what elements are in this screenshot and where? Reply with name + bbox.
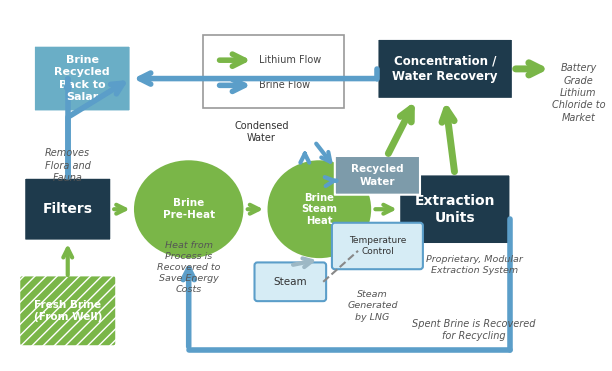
Text: Steam: Steam (274, 277, 307, 287)
Text: Condensed
Water: Condensed Water (234, 121, 288, 142)
FancyBboxPatch shape (24, 178, 111, 241)
FancyBboxPatch shape (19, 275, 117, 347)
FancyBboxPatch shape (399, 174, 510, 244)
Text: Brine
Recycled
Back to
Salar: Brine Recycled Back to Salar (54, 55, 110, 102)
Text: Recycled
Water: Recycled Water (351, 164, 404, 187)
Text: Spent Brine is Recovered
for Recycling: Spent Brine is Recovered for Recycling (412, 319, 536, 341)
Text: Temperature
Control: Temperature Control (349, 236, 406, 256)
Text: Brine Flow: Brine Flow (259, 81, 310, 91)
Text: Heat from
Process is
Recovered to
Save Energy
Costs: Heat from Process is Recovered to Save E… (157, 240, 220, 294)
Text: Removes
Flora and
Fauna: Removes Flora and Fauna (45, 148, 91, 183)
FancyBboxPatch shape (332, 223, 423, 269)
Text: Battery
Grade
Lithium
Chloride to
Market: Battery Grade Lithium Chloride to Market (551, 63, 605, 123)
Text: Steam
Generated
by LNG: Steam Generated by LNG (348, 290, 398, 322)
FancyBboxPatch shape (255, 262, 326, 301)
Text: Extraction
Units: Extraction Units (414, 194, 495, 225)
FancyBboxPatch shape (378, 39, 513, 99)
Text: Fresh Brine
(From Well): Fresh Brine (From Well) (34, 300, 102, 322)
Text: Concentration /
Water Recovery: Concentration / Water Recovery (392, 55, 498, 83)
FancyBboxPatch shape (34, 46, 130, 111)
Ellipse shape (266, 159, 373, 260)
Bar (203, 35, 343, 108)
Text: Brine
Pre-Heat: Brine Pre-Heat (163, 198, 215, 220)
FancyBboxPatch shape (335, 156, 420, 195)
Text: Lithium Flow: Lithium Flow (259, 55, 321, 65)
Ellipse shape (133, 159, 245, 260)
Text: Brine
Steam
Heat: Brine Steam Heat (301, 193, 337, 226)
Text: Filters: Filters (43, 202, 93, 216)
Text: Proprietary, Modular
Extraction System: Proprietary, Modular Extraction System (426, 255, 523, 275)
